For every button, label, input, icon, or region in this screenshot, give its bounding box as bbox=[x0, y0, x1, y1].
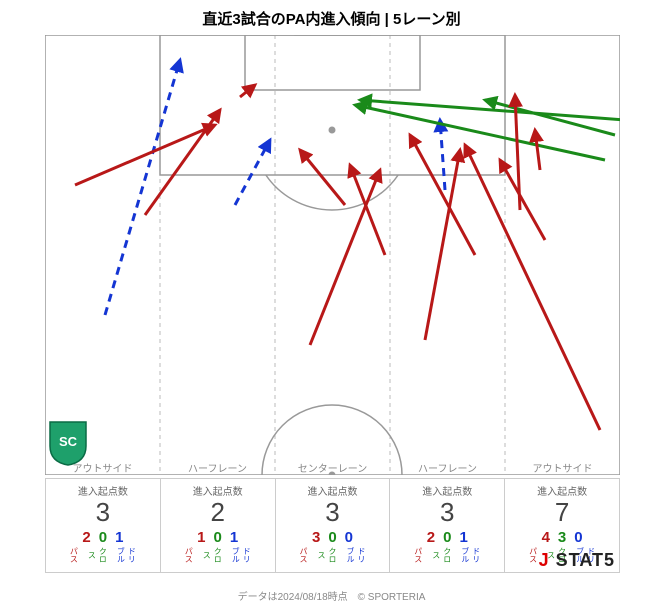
entry-arrow bbox=[145, 110, 220, 215]
stat-header: 進入起点数 bbox=[390, 483, 504, 498]
crest-text: SC bbox=[59, 434, 78, 449]
stat-header: 進入起点数 bbox=[505, 483, 619, 498]
entry-arrow bbox=[500, 160, 545, 240]
entry-arrow bbox=[240, 85, 255, 97]
stat-sublabels: パスクロスドリブル bbox=[161, 544, 275, 566]
stat-header: 進入起点数 bbox=[276, 483, 390, 498]
stat-cell: 進入起点数3300パスクロスドリブル bbox=[275, 478, 391, 573]
stat-header: 進入起点数 bbox=[161, 483, 275, 498]
pitch-svg bbox=[45, 35, 620, 475]
team-crest-icon: SC bbox=[48, 418, 88, 466]
stats-logo-text: STAT bbox=[550, 550, 604, 570]
entry-arrow bbox=[440, 120, 445, 190]
entry-arrow bbox=[355, 105, 605, 160]
entry-arrow bbox=[235, 140, 270, 205]
chart-container: 直近3試合のPA内進入傾向 | 5レーン別 SC アウトサイドハーフレーンセンタ… bbox=[0, 0, 663, 611]
stat-sublabels: パスクロスドリブル bbox=[46, 544, 160, 566]
lane-name: アウトサイド bbox=[505, 460, 620, 478]
stat-total: 3 bbox=[390, 498, 504, 527]
lane-name: アウトサイド bbox=[45, 460, 160, 478]
stat-total: 3 bbox=[46, 498, 160, 527]
stat-total: 3 bbox=[276, 498, 390, 527]
chart-title: 直近3試合のPA内進入傾向 | 5レーン別 bbox=[0, 0, 663, 29]
footer-text: データは2024/08/18時点 © SPORTERIA bbox=[0, 588, 663, 603]
lane-labels-row: アウトサイドハーフレーンセンターレーンハーフレーンアウトサイド bbox=[45, 460, 620, 478]
stat-sublabels: パスクロスドリブル bbox=[390, 544, 504, 566]
lane-name: センターレーン bbox=[275, 460, 390, 478]
lane-name: ハーフレーン bbox=[160, 460, 275, 478]
stat-total: 7 bbox=[505, 498, 619, 527]
entry-arrow bbox=[425, 150, 460, 340]
pitch-area bbox=[45, 35, 620, 475]
lane-name: ハーフレーン bbox=[390, 460, 505, 478]
stat-cell: 進入起点数2101パスクロスドリブル bbox=[160, 478, 276, 573]
stat-sublabels: パスクロスドリブル bbox=[276, 544, 390, 566]
stat-cell: 進入起点数3201パスクロスドリブル bbox=[45, 478, 161, 573]
stats-row: 進入起点数3201パスクロスドリブル進入起点数2101パスクロスドリブル進入起点… bbox=[45, 478, 620, 573]
entry-arrow bbox=[360, 100, 620, 120]
entry-arrow bbox=[310, 170, 380, 345]
entry-arrow bbox=[105, 60, 180, 315]
stat-total: 2 bbox=[161, 498, 275, 527]
stats-logo-five: 5 bbox=[604, 550, 615, 570]
stats-logo: J STAT5 bbox=[539, 550, 615, 571]
stats-logo-j: J bbox=[539, 550, 550, 570]
entry-arrow bbox=[300, 150, 345, 205]
entry-arrow bbox=[535, 130, 540, 170]
stat-header: 進入起点数 bbox=[46, 483, 160, 498]
entry-arrow bbox=[350, 165, 385, 255]
entry-arrow bbox=[465, 145, 600, 430]
stat-cell: 進入起点数3201パスクロスドリブル bbox=[389, 478, 505, 573]
